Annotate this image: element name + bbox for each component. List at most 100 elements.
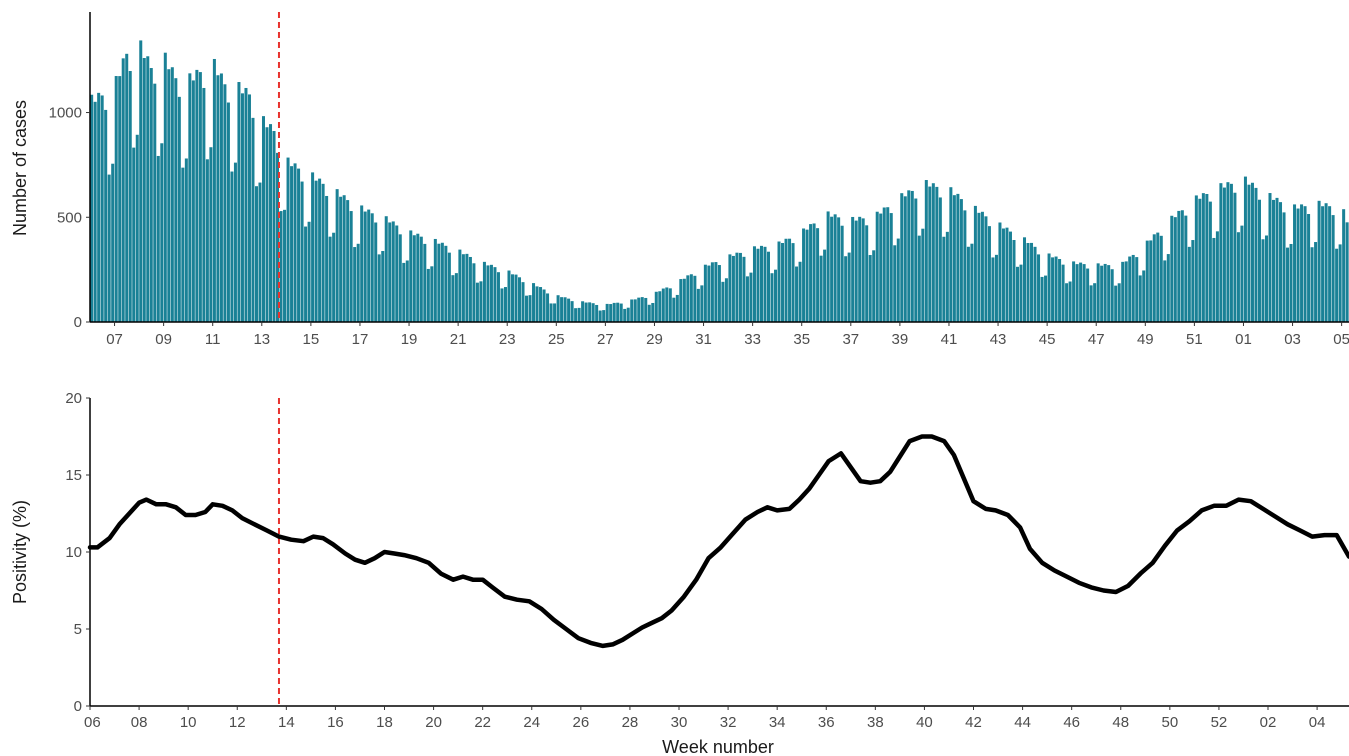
x-tick-label: 28 [622,714,639,731]
x-tick-label: 20 [425,714,442,731]
case-bar [202,87,206,322]
y-tick-label: 10 [65,544,82,561]
case-bar [668,288,672,322]
case-bar [174,78,178,322]
case-bar [465,253,469,322]
case-bar [756,248,760,322]
case-bar [882,207,886,322]
case-bar [1159,235,1163,322]
x-tick-label: 45 [1039,331,1056,348]
case-bar [311,172,315,322]
case-bar [672,297,676,322]
case-bar [535,286,539,322]
case-bar [100,95,104,323]
case-bar [500,288,504,322]
case-bar [1145,240,1149,322]
x-tick-label: 03 [1284,331,1301,348]
case-bar [798,261,802,322]
case-bar [191,80,195,322]
case-bar [451,275,455,322]
case-bar [216,75,220,323]
case-bar [304,226,308,322]
case-bar [276,152,280,322]
case-bar [1247,184,1251,322]
case-bar [1058,259,1062,322]
x-tick-label: 34 [769,714,786,731]
case-bar [1240,225,1244,322]
cases-x-axis: 07 09 11 13 15 17 19 21 23 25 27 29 31 33 35 37 39 41 43 45… [90,321,1349,348]
case-bar [1015,266,1019,322]
case-bar [595,304,599,322]
case-bar [349,211,353,322]
x-tick-label: 08 [131,714,148,731]
case-bar [1110,269,1114,322]
case-bar [675,294,679,322]
case-bar [374,222,378,322]
case-bar [447,252,451,322]
case-bar [574,308,578,322]
case-bar [784,238,788,322]
case-bar [816,228,820,322]
case-bar [139,40,143,323]
case-bar [1177,210,1181,322]
case-bar [1254,187,1258,322]
case-bar [577,307,581,322]
x-tick-label: 26 [572,714,589,731]
x-tick-label: 41 [941,331,958,348]
case-bar [731,255,735,322]
case-bar [321,183,325,322]
case-bar [998,222,1002,322]
x-tick-label: 29 [646,331,663,348]
case-bar [290,166,294,322]
case-bar [475,282,479,322]
case-bar [1051,257,1055,322]
case-bar [956,193,960,322]
case-bar [896,238,900,322]
case-bar [616,302,620,322]
x-tick-label: 40 [916,714,933,731]
case-bar [402,262,406,322]
case-bar [1033,246,1037,322]
x-tick-label: 12 [229,714,246,731]
case-bar [142,58,146,322]
case-bar [823,249,827,322]
case-bar [300,181,304,322]
case-bar [272,131,276,322]
case-bar [619,303,623,322]
case-bar [111,163,115,322]
x-tick-label: 24 [523,714,540,731]
case-bar [581,301,585,322]
case-bar [503,287,507,322]
x-tick-label: 15 [303,331,320,348]
case-bar [461,254,465,322]
case-bar [837,217,841,322]
x-tick-label: 18 [376,714,393,731]
case-bar [212,58,216,322]
case-bar [633,299,637,322]
case-bar [777,241,781,322]
case-bar [830,216,834,322]
x-tick-label: 14 [278,714,295,731]
case-bar [167,69,171,323]
case-bar [1310,247,1314,322]
case-bar [342,195,346,322]
x-tick-label: 30 [671,714,688,731]
case-bar [353,247,357,322]
case-bar [177,96,181,322]
case-bar [1152,234,1156,322]
x-tick-label: 43 [990,331,1007,348]
case-bar [363,211,367,322]
case-bar [1079,262,1083,322]
case-bar [230,171,234,322]
case-bar [795,266,799,322]
case-bar [293,163,297,322]
case-bar [1061,264,1065,322]
case-bar [314,180,318,322]
case-bar [851,216,855,322]
case-bar [1222,187,1226,322]
case-bar [1345,222,1349,322]
case-bar [514,274,518,322]
case-bar [588,302,592,322]
case-bar [384,216,388,322]
